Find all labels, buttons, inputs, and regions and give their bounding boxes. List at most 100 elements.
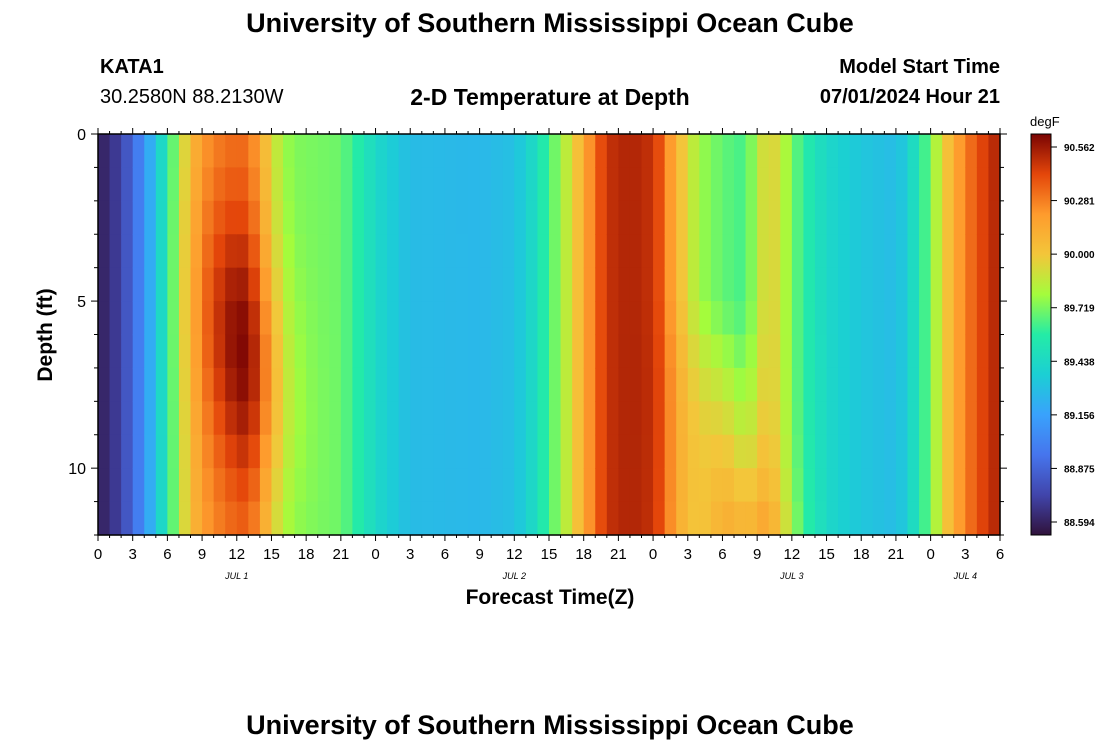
heatmap-cell xyxy=(225,301,238,336)
heatmap-cell xyxy=(745,134,758,169)
heatmap-cell xyxy=(907,200,920,235)
heatmap-cell xyxy=(525,301,539,336)
heatmap-cell xyxy=(780,134,793,169)
heatmap-cell xyxy=(687,267,700,302)
heatmap-cell xyxy=(132,301,145,336)
heatmap-cell xyxy=(803,468,816,503)
heatmap-cell xyxy=(109,367,122,402)
x-tick-label: 0 xyxy=(649,546,657,563)
heatmap-cell xyxy=(722,134,735,169)
heatmap-cell xyxy=(618,267,631,302)
heatmap-cell xyxy=(895,301,909,336)
heatmap-cell xyxy=(838,367,851,402)
heatmap-cell xyxy=(225,501,238,536)
heatmap-cell xyxy=(444,134,458,169)
x-tick-label: 3 xyxy=(961,546,969,563)
heatmap-cell xyxy=(606,468,619,503)
heatmap-cell xyxy=(710,234,724,269)
heatmap-cell xyxy=(699,267,712,302)
heatmap-cell xyxy=(722,200,735,235)
heatmap-cell xyxy=(491,134,504,169)
heatmap-cell xyxy=(259,501,273,536)
heatmap-cell xyxy=(595,134,608,169)
heatmap-cell xyxy=(387,367,400,402)
heatmap-cell xyxy=(236,334,249,369)
heatmap-cell xyxy=(248,234,261,269)
heatmap-cell xyxy=(549,234,562,269)
heatmap-cell xyxy=(710,267,724,302)
heatmap-cell xyxy=(248,468,261,503)
heatmap-cell xyxy=(699,200,712,235)
heatmap-cell xyxy=(618,367,631,402)
heatmap-cell xyxy=(236,200,249,235)
heatmap-cell xyxy=(132,468,145,503)
heatmap-cell xyxy=(271,167,284,202)
heatmap-cell xyxy=(676,301,689,336)
x-tick-label: 6 xyxy=(441,546,449,563)
model-start-value: 07/01/2024 Hour 21 xyxy=(819,86,1000,108)
heatmap-cell xyxy=(814,200,828,235)
heatmap-cell xyxy=(861,167,874,202)
x-tick-label: 12 xyxy=(506,546,523,563)
heatmap-cell xyxy=(190,468,203,503)
heatmap-cell xyxy=(618,334,631,369)
heatmap-cell xyxy=(491,234,504,269)
heatmap-cell xyxy=(745,401,758,436)
heatmap-cell xyxy=(491,334,504,369)
heatmap-cell xyxy=(468,468,481,503)
heatmap-cell xyxy=(213,301,226,336)
heatmap-cell xyxy=(178,334,192,369)
heatmap-cell xyxy=(248,267,261,302)
heatmap-cell xyxy=(849,501,862,536)
x-tick-label: 18 xyxy=(853,546,870,563)
heatmap-cell xyxy=(861,501,874,536)
heatmap-cell xyxy=(838,200,851,235)
heatmap-cell xyxy=(884,434,897,469)
heatmap-cell xyxy=(549,334,562,369)
heatmap-cell xyxy=(884,134,897,169)
heatmap-cell xyxy=(919,134,932,169)
heatmap-cell xyxy=(109,334,122,369)
heatmap-cell xyxy=(98,301,111,336)
heatmap-cell xyxy=(734,267,747,302)
x-tick-label: 3 xyxy=(406,546,414,563)
heatmap-cell xyxy=(167,301,180,336)
heatmap-cell xyxy=(838,301,851,336)
heatmap-cell xyxy=(283,200,296,235)
colorbar-label: 88.875 xyxy=(1064,464,1095,475)
heatmap-cell xyxy=(653,134,666,169)
heatmap-cell xyxy=(560,200,573,235)
heatmap-cell xyxy=(895,501,909,536)
heatmap-cell xyxy=(641,167,654,202)
heatmap-cell xyxy=(895,167,909,202)
heatmap-cell xyxy=(618,234,631,269)
colorbar-label: 89.719 xyxy=(1064,304,1095,315)
heatmap-cell xyxy=(803,367,816,402)
heatmap-cell xyxy=(884,301,897,336)
heatmap-cell xyxy=(98,167,111,202)
heatmap-cell xyxy=(791,200,805,235)
heatmap-cell xyxy=(479,134,492,169)
heatmap-cell xyxy=(294,367,307,402)
heatmap-cell xyxy=(884,401,897,436)
heatmap-cell xyxy=(155,501,168,536)
heatmap-cell xyxy=(641,434,654,469)
heatmap-cell xyxy=(502,434,515,469)
heatmap-cell xyxy=(190,401,203,436)
heatmap-cell xyxy=(710,501,724,536)
heatmap-cell xyxy=(306,301,319,336)
heatmap-cell xyxy=(525,468,539,503)
heatmap-cell xyxy=(849,434,862,469)
heatmap-cell xyxy=(421,401,434,436)
heatmap-cell xyxy=(479,367,492,402)
heatmap-cell xyxy=(849,301,862,336)
heatmap-cell xyxy=(329,434,342,469)
heatmap-cell xyxy=(479,167,492,202)
heatmap-cell xyxy=(468,334,481,369)
heatmap-cell xyxy=(722,334,735,369)
heatmap-cell xyxy=(433,234,446,269)
heatmap-cell xyxy=(479,301,492,336)
heatmap-cell xyxy=(433,334,446,369)
heatmap-cell xyxy=(953,334,966,369)
heatmap-cell xyxy=(953,401,966,436)
